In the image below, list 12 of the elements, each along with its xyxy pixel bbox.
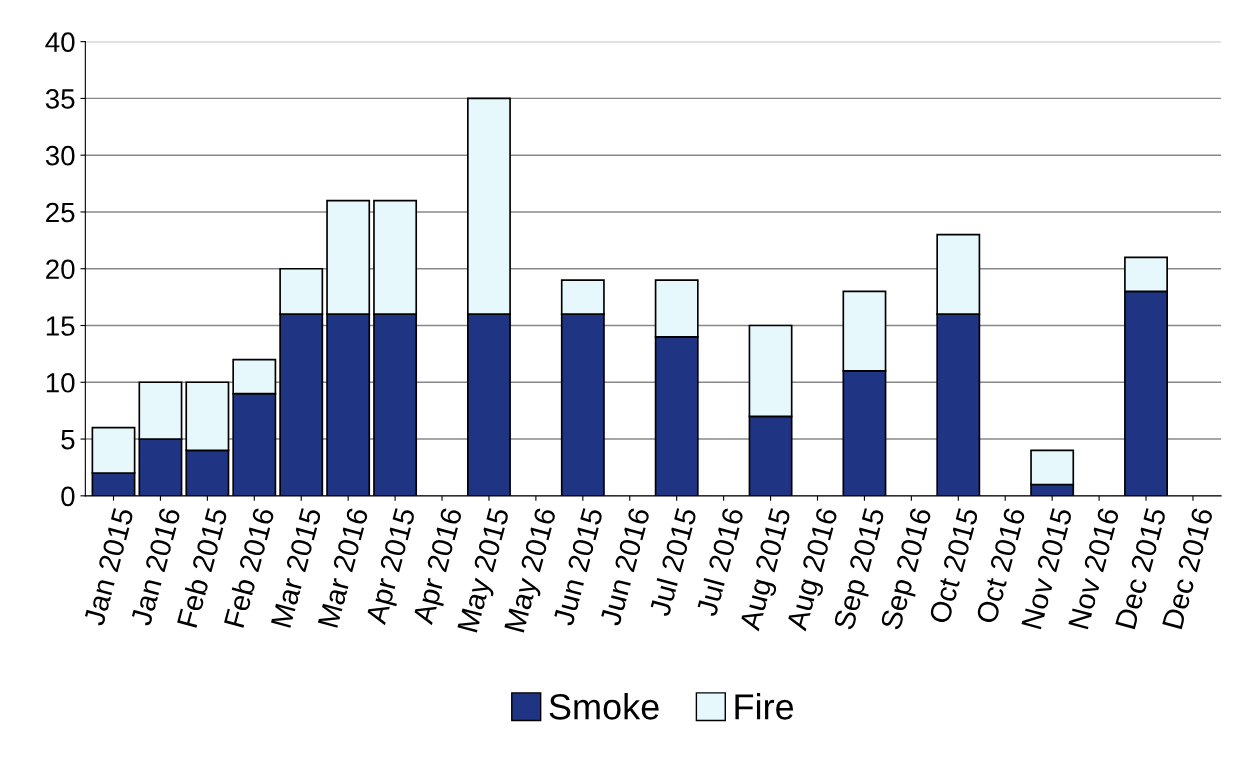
y-tick-label: 30 (45, 145, 75, 166)
y-tick-label: 25 (46, 202, 75, 223)
y-tick-label: 10 (46, 372, 75, 393)
legend-label: Smoke (549, 693, 659, 720)
y-tick-label: 40 (45, 32, 75, 52)
y-tick-label: 0 (61, 486, 75, 507)
y-tick-label: 5 (61, 430, 75, 450)
y-tick-label: 15 (46, 316, 75, 336)
y-tick-label: 35 (45, 89, 75, 109)
legend-label: Fire (735, 693, 794, 720)
x-tick-label: Jul 2015 (648, 506, 698, 618)
y-tick-label: 20 (46, 259, 75, 280)
